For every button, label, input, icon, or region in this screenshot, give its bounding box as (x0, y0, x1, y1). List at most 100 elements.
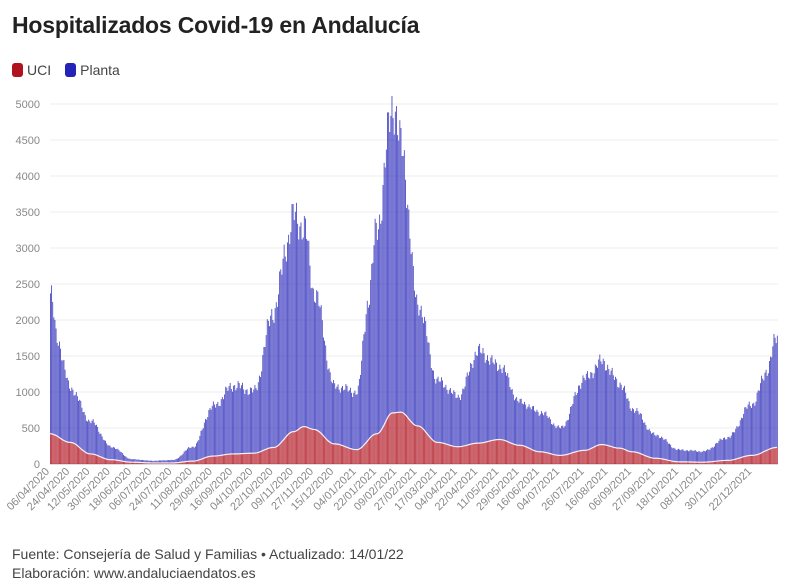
bar-planta (462, 388, 464, 447)
bar-uci (360, 448, 361, 464)
bar-uci (764, 451, 766, 464)
bar-planta (769, 361, 770, 450)
bar-planta (439, 381, 441, 443)
bar-planta (125, 456, 127, 462)
bar-uci (615, 447, 616, 464)
bar-planta (126, 457, 128, 462)
bar-planta (433, 370, 434, 441)
bar-uci (319, 432, 321, 464)
bar-uci (320, 433, 322, 464)
bar-uci (544, 452, 546, 464)
legend-item-planta[interactable]: Planta (65, 62, 120, 78)
bar-planta (719, 438, 721, 461)
bar-planta (540, 411, 542, 452)
bar-uci (66, 441, 68, 464)
bar-uci (571, 453, 573, 464)
bar-uci (338, 444, 340, 464)
bar-uci (691, 462, 693, 464)
bar-uci (393, 412, 395, 464)
bar-uci (527, 447, 529, 464)
bar-uci (291, 432, 293, 464)
bar-uci (279, 444, 281, 464)
bar-uci (471, 444, 473, 464)
bar-uci (65, 441, 67, 464)
bar-planta (703, 450, 705, 463)
bar-uci (369, 438, 370, 464)
bar-uci (340, 445, 342, 464)
bar-uci (267, 448, 269, 464)
bar-uci (625, 449, 627, 464)
bar-planta (678, 448, 679, 462)
bar-planta (467, 375, 469, 445)
bar-planta (83, 412, 85, 452)
bar-planta (381, 220, 383, 430)
bar-uci (365, 443, 367, 464)
bar-uci (509, 442, 511, 464)
bar-uci (776, 447, 778, 464)
bar-uci (310, 428, 312, 464)
bar-uci (769, 449, 770, 464)
bar-planta (211, 405, 213, 457)
bar-uci (440, 442, 442, 464)
bar-uci (290, 432, 292, 464)
bar-planta (172, 459, 174, 463)
bar-planta (773, 333, 775, 448)
bar-uci (608, 445, 610, 464)
bar-planta (736, 426, 738, 459)
bar-planta (648, 428, 650, 458)
bar-uci (82, 450, 84, 464)
bar-planta (667, 443, 669, 461)
bar-planta (326, 360, 328, 440)
bar-uci (187, 461, 188, 464)
bar-uci (645, 455, 647, 464)
bar-planta (248, 394, 250, 454)
bar-planta (748, 401, 750, 456)
bar-planta (566, 420, 568, 455)
bar-uci (296, 431, 297, 464)
bar-planta (506, 375, 508, 441)
bar-uci (436, 442, 438, 464)
bar-uci (649, 457, 651, 464)
bar-planta (444, 387, 446, 444)
bar-uci (747, 455, 749, 464)
bar-uci (406, 415, 408, 464)
bar-planta (647, 429, 649, 457)
bar-planta (192, 446, 194, 462)
bar-planta (89, 421, 91, 454)
bar-planta (701, 451, 703, 463)
bar-planta (108, 445, 110, 460)
bar-planta (171, 459, 173, 463)
bar-uci (534, 450, 536, 464)
bar-uci (709, 461, 711, 464)
bar-planta (139, 460, 141, 463)
bar-planta (262, 355, 264, 451)
bar-planta (289, 244, 291, 434)
bar-uci (455, 446, 457, 464)
bar-uci (602, 444, 604, 464)
bar-planta (235, 390, 237, 454)
bar-uci (266, 448, 268, 464)
legend-item-uci[interactable]: UCI (12, 62, 51, 78)
bar-uci (660, 458, 661, 464)
bar-uci (246, 453, 248, 464)
bar-planta (301, 239, 303, 428)
bar-uci (194, 460, 196, 464)
bar-uci (62, 439, 64, 464)
bar-planta (660, 437, 661, 459)
bar-planta (311, 287, 313, 430)
bar-uci (356, 449, 358, 464)
bar-planta (302, 237, 304, 427)
bar-planta (158, 460, 160, 463)
bar-uci (102, 457, 104, 464)
bar-planta (129, 458, 131, 463)
bar-planta (608, 368, 610, 446)
bar-uci (770, 448, 772, 464)
bar-uci (445, 443, 447, 464)
bar-uci (545, 452, 547, 464)
bar-uci (317, 430, 319, 464)
bar-uci (128, 462, 130, 464)
bar-planta (352, 396, 354, 450)
bar-planta (92, 419, 94, 455)
bar-uci (314, 429, 315, 464)
bar-planta (525, 404, 527, 447)
